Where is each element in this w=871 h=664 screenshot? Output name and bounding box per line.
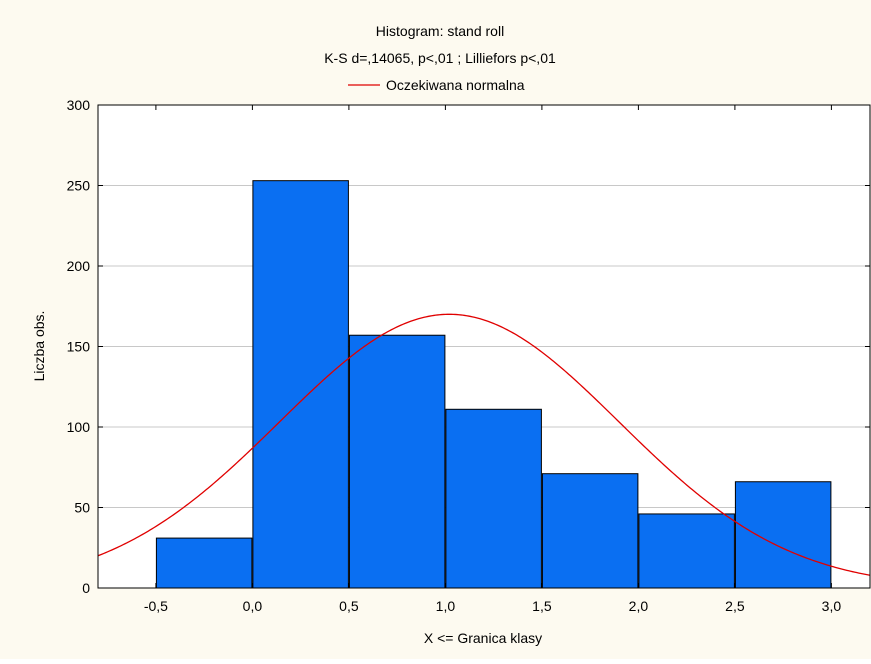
x-tick-label: 3,0 (822, 598, 842, 614)
x-tick-label: 1,5 (532, 598, 552, 614)
x-tick-label: 2,5 (725, 598, 745, 614)
histogram-bar (252, 180, 349, 589)
y-tick-label: 50 (74, 500, 90, 516)
legend-label: Oczekiwana normalna (386, 77, 525, 93)
normal-curve-line (98, 313, 870, 576)
y-tick-label: 200 (67, 258, 91, 274)
histogram-bars (155, 180, 832, 589)
y-tick-label: 250 (67, 178, 91, 194)
histogram-bar (445, 408, 542, 589)
x-axis-label: X <= Granica klasy (424, 630, 542, 646)
x-tick-label: 0,5 (339, 598, 359, 614)
y-tick-label: 0 (82, 580, 90, 596)
histogram-bar (155, 537, 253, 589)
y-axis-label: Liczba obs. (31, 311, 47, 382)
histogram-bar (734, 481, 832, 589)
y-tick-label: 100 (67, 419, 91, 435)
histogram-bar (348, 334, 446, 589)
chart-subtitle: K-S d=,14065, p<,01 ; Lilliefors p<,01 (324, 50, 556, 66)
y-tick-label: 300 (67, 97, 91, 113)
histogram-bar (638, 513, 735, 589)
y-axis: 0 50 100 150 200 250 300 (67, 97, 870, 596)
x-tick-label: 2,0 (629, 598, 649, 614)
histogram-bar (541, 473, 639, 589)
x-tick-label: -0,5 (144, 598, 168, 614)
x-tick-label: 1,0 (436, 598, 456, 614)
x-axis: -0,5 0,0 0,5 1,0 1,5 2,0 2,5 3,0 (144, 105, 842, 614)
chart-title: Histogram: stand roll (376, 23, 504, 39)
y-tick-label: 150 (67, 339, 91, 355)
x-tick-label: 0,0 (243, 598, 263, 614)
